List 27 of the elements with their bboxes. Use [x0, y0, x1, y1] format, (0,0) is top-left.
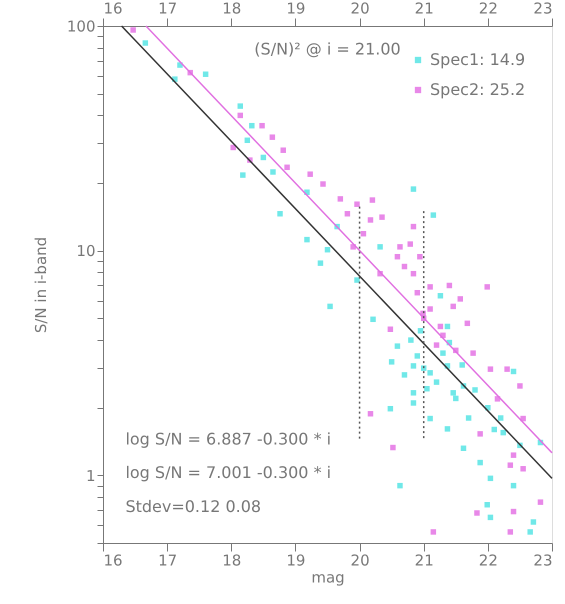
x-tick-label: 19 [286, 552, 306, 570]
x-tick-label: 20 [350, 552, 370, 570]
x2-tick-label: 17 [158, 0, 178, 18]
x2-tick-label: 22 [478, 0, 498, 18]
x-tick-label: 23 [533, 552, 552, 570]
x2-tick-label: 23 [533, 0, 552, 18]
x-tick-label: 16 [104, 552, 123, 570]
x-tick-label: 21 [414, 552, 434, 570]
x-tick-label: 22 [478, 552, 498, 570]
legend-label: Spec2: 25.2 [430, 80, 526, 99]
annotation: log S/N = 6.887 -0.300 * i [125, 430, 332, 449]
x2-tick-label: 20 [350, 0, 370, 18]
x2-tick-label: 21 [414, 0, 434, 18]
annotation: Stdev=0.12 0.08 [125, 496, 262, 516]
annotation: (S/N)² @ i = 21.00 [254, 39, 401, 58]
x2-tick-label: 19 [286, 0, 306, 18]
y-tick-label: 10 [76, 242, 96, 260]
legend-label: Spec1: 14.9 [430, 50, 526, 69]
annotation: log S/N = 7.001 -0.300 * i [125, 463, 332, 482]
x-axis-title: mag [311, 568, 345, 586]
x-tick-label: 18 [222, 552, 242, 570]
y-tick-label: 1 [86, 466, 96, 485]
y-axis-title: S/N in i-band [32, 236, 50, 334]
y-tick-label: 100 [66, 18, 96, 36]
x2-tick-label: 18 [222, 0, 242, 18]
x2-tick-label: 16 [104, 0, 123, 18]
x-tick-label: 17 [158, 552, 178, 570]
